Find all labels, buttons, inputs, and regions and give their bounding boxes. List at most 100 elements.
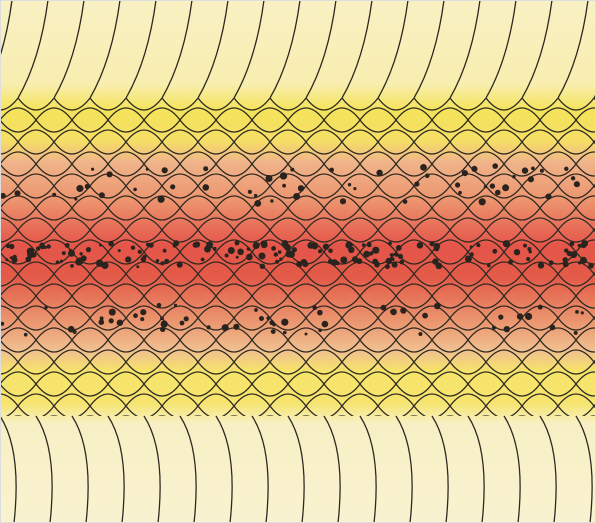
speckle bbox=[471, 166, 477, 172]
speckle bbox=[470, 245, 473, 248]
speckle bbox=[281, 319, 288, 326]
speckle bbox=[575, 310, 579, 314]
speckle bbox=[228, 247, 235, 254]
speckle bbox=[146, 243, 150, 247]
speckle bbox=[498, 315, 503, 320]
speckle bbox=[512, 175, 516, 179]
speckle bbox=[44, 246, 47, 249]
speckle bbox=[538, 305, 543, 310]
speckle bbox=[390, 310, 394, 314]
speckle bbox=[69, 249, 72, 252]
speckle bbox=[235, 241, 240, 246]
speckle bbox=[138, 250, 142, 254]
speckle bbox=[68, 326, 75, 333]
speckle bbox=[141, 257, 146, 262]
speckle bbox=[323, 244, 329, 250]
speckle bbox=[24, 333, 28, 337]
speckle bbox=[76, 185, 83, 192]
speckle bbox=[44, 306, 47, 309]
speckle bbox=[394, 252, 399, 257]
speckle bbox=[146, 168, 149, 171]
speckle bbox=[5, 258, 8, 261]
speckle bbox=[434, 243, 441, 250]
speckle bbox=[282, 184, 286, 188]
speckle bbox=[160, 316, 164, 320]
speckle bbox=[400, 307, 406, 313]
speckle bbox=[392, 262, 398, 268]
speckle bbox=[403, 199, 408, 204]
speckle bbox=[432, 258, 438, 264]
speckle bbox=[385, 264, 390, 269]
speckle bbox=[317, 310, 323, 316]
speckle bbox=[193, 242, 199, 248]
speckle bbox=[322, 321, 329, 328]
speckle bbox=[162, 167, 168, 173]
speckle bbox=[353, 187, 356, 190]
speckle bbox=[270, 199, 273, 202]
speckle bbox=[362, 243, 366, 247]
speckle bbox=[465, 255, 472, 262]
speckle bbox=[125, 256, 131, 262]
speckle bbox=[213, 247, 217, 251]
speckle bbox=[13, 255, 17, 259]
speckle bbox=[492, 326, 496, 330]
speckle bbox=[266, 175, 273, 182]
speckle bbox=[388, 242, 392, 246]
speckle bbox=[222, 324, 229, 331]
speckle bbox=[367, 242, 371, 246]
speckle bbox=[79, 252, 82, 255]
speckle bbox=[86, 247, 91, 252]
speckle bbox=[118, 249, 121, 252]
speckle bbox=[233, 324, 239, 330]
speckle bbox=[271, 246, 276, 251]
speckle bbox=[550, 325, 556, 331]
speckle bbox=[293, 193, 300, 200]
speckle bbox=[523, 244, 527, 248]
speckle bbox=[312, 305, 317, 310]
speckle bbox=[203, 166, 208, 171]
speckle bbox=[417, 242, 423, 248]
speckle bbox=[164, 259, 169, 264]
speckle bbox=[574, 181, 580, 187]
speckle bbox=[133, 313, 138, 318]
speckle bbox=[160, 261, 164, 265]
speckle bbox=[109, 318, 114, 323]
speckle bbox=[517, 313, 523, 319]
speckle bbox=[65, 243, 70, 248]
speckle bbox=[99, 319, 105, 325]
speckle bbox=[140, 309, 146, 315]
speckle bbox=[107, 171, 113, 177]
speckle bbox=[173, 240, 179, 246]
speckle bbox=[254, 308, 258, 312]
speckle bbox=[531, 167, 535, 171]
speckle bbox=[99, 244, 102, 247]
speckle bbox=[174, 304, 177, 307]
speckle bbox=[91, 168, 94, 171]
speckle bbox=[56, 260, 60, 264]
speckle bbox=[492, 163, 498, 169]
speckle bbox=[298, 185, 304, 191]
speckle bbox=[248, 190, 252, 194]
speckle bbox=[261, 240, 267, 246]
speckle bbox=[390, 253, 394, 257]
speckle bbox=[564, 167, 568, 171]
speckle bbox=[549, 260, 554, 265]
speckle bbox=[396, 245, 402, 251]
speckle bbox=[302, 261, 308, 267]
speckle bbox=[259, 316, 264, 321]
speckle bbox=[455, 182, 460, 187]
speckle bbox=[399, 260, 404, 265]
speckle bbox=[9, 244, 14, 249]
speckle bbox=[177, 262, 183, 268]
speckle bbox=[158, 196, 165, 203]
speckle bbox=[74, 197, 77, 200]
speckle bbox=[296, 262, 300, 266]
speckle bbox=[156, 259, 160, 263]
speckle bbox=[201, 258, 205, 262]
speckle bbox=[31, 252, 36, 257]
speckle bbox=[328, 249, 333, 254]
speckle bbox=[254, 200, 261, 207]
speckle bbox=[458, 191, 462, 195]
speckle bbox=[581, 311, 584, 314]
speckle bbox=[391, 257, 395, 261]
